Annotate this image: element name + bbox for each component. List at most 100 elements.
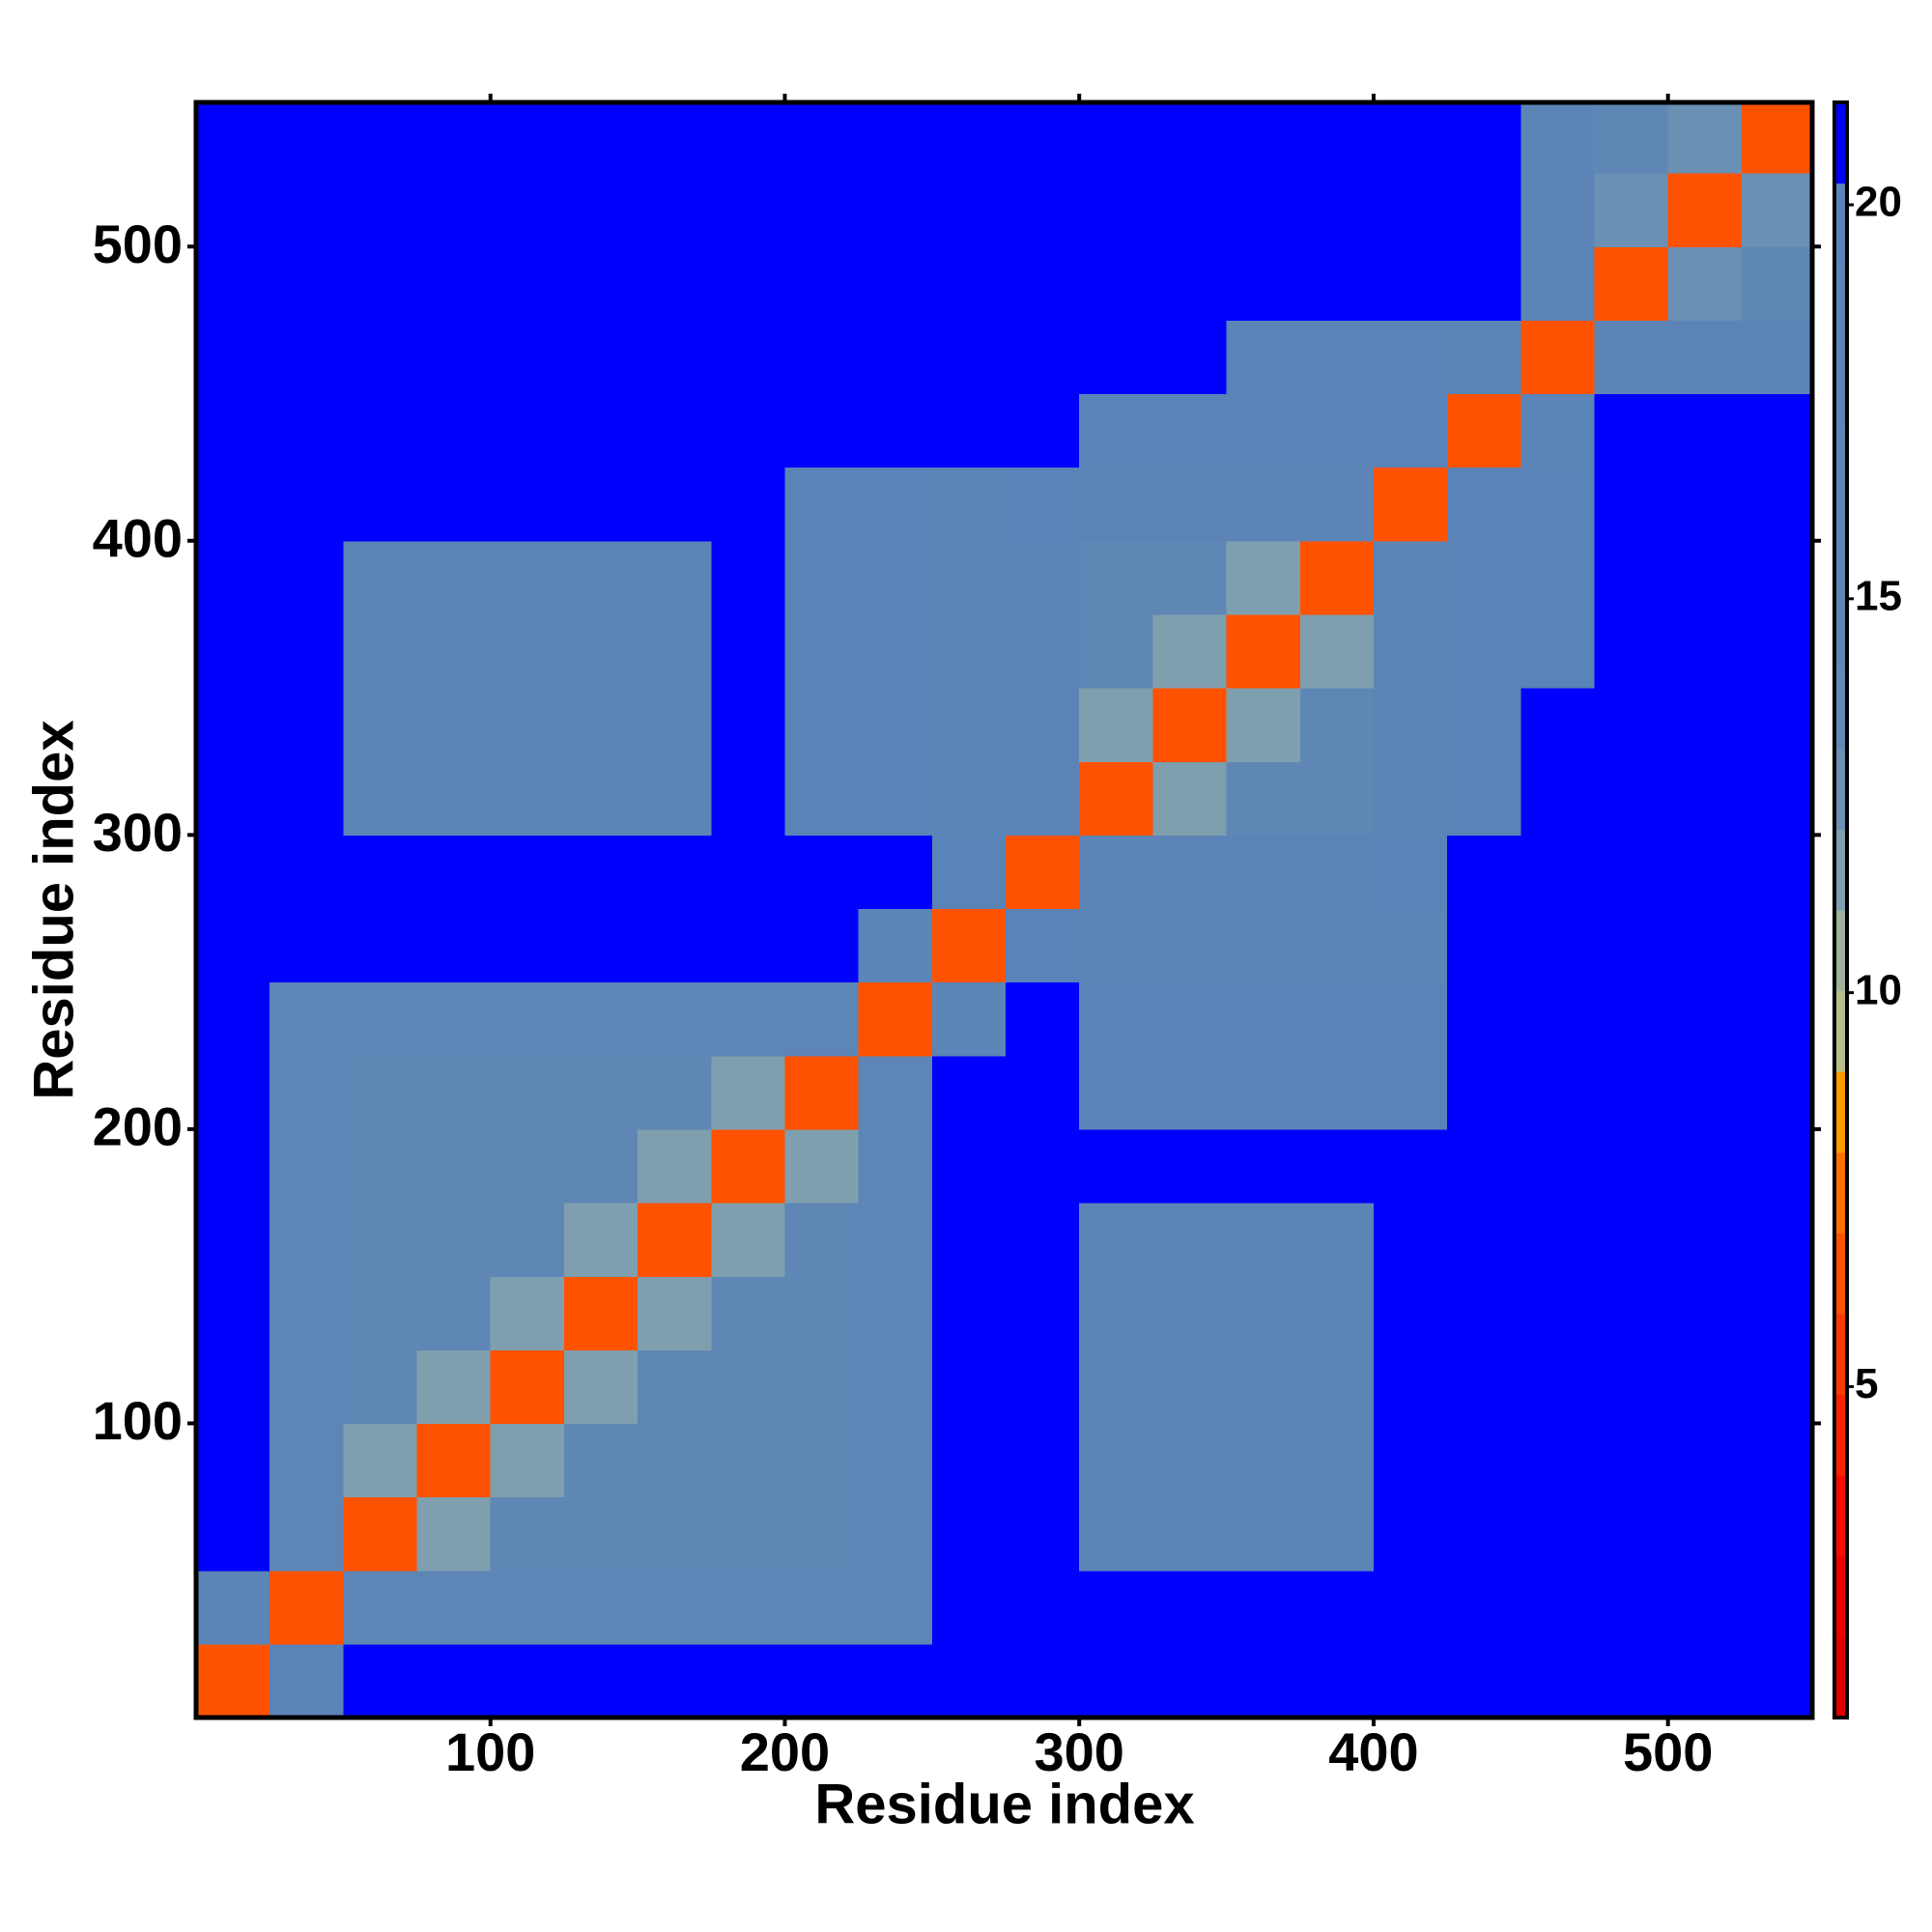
heatmap-cell — [1667, 1643, 1743, 1719]
heatmap-cell — [784, 1350, 860, 1425]
heatmap-cell — [563, 835, 639, 910]
heatmap-cell — [490, 102, 565, 174]
colorbar-segment — [1834, 1636, 1847, 1719]
heatmap-cell — [1226, 467, 1301, 542]
heatmap-cell — [563, 173, 639, 247]
heatmap-cell — [1667, 835, 1743, 910]
heatmap-cell — [784, 688, 860, 762]
heatmap-cell — [1741, 981, 1813, 1057]
heatmap-cell — [711, 1055, 786, 1130]
heatmap-cell — [1741, 246, 1813, 321]
heatmap-cell — [416, 1276, 492, 1350]
heatmap-cell — [784, 1128, 860, 1204]
heatmap-cell — [270, 761, 344, 836]
heatmap-cell — [931, 1203, 1007, 1277]
heatmap-cell — [858, 835, 933, 910]
heatmap-cell — [711, 835, 786, 910]
colorbar-segment — [1834, 668, 1847, 750]
heatmap-cell — [1373, 173, 1448, 247]
heatmap-cell — [196, 173, 270, 247]
heatmap-cell — [490, 1423, 565, 1498]
heatmap-cell — [196, 908, 270, 983]
heatmap-cell — [858, 1055, 933, 1130]
heatmap-cell — [196, 540, 270, 615]
heatmap-cell — [490, 1570, 565, 1645]
heatmap-cell — [1373, 102, 1448, 174]
heatmap-cell — [1226, 761, 1301, 836]
heatmap-cell — [196, 835, 270, 910]
heatmap-cell — [1447, 688, 1521, 762]
heatmap-cell — [1667, 173, 1743, 247]
heatmap-cell — [1079, 1055, 1153, 1130]
heatmap-cell — [1594, 540, 1669, 615]
heatmap-cell — [858, 908, 933, 983]
heatmap-cell — [1226, 1496, 1301, 1572]
heatmap-cell — [563, 1496, 639, 1572]
heatmap-cell — [1079, 320, 1153, 395]
heatmap-cell — [638, 1423, 712, 1498]
heatmap-cell — [1373, 1496, 1448, 1572]
heatmap-cell — [1299, 1276, 1375, 1350]
heatmap-cell — [711, 1128, 786, 1204]
heatmap-cell — [711, 1496, 786, 1572]
heatmap-cell — [1520, 1643, 1596, 1719]
heatmap-cell — [1373, 1350, 1448, 1425]
heatmap-cell — [1299, 1203, 1375, 1277]
heatmap-cell — [1520, 835, 1596, 910]
heatmap-cell — [711, 393, 786, 469]
heatmap-cell — [784, 908, 860, 983]
heatmap-cell — [1226, 320, 1301, 395]
heatmap-cell — [858, 393, 933, 469]
heatmap-cell — [784, 320, 860, 395]
heatmap-cell — [1226, 246, 1301, 321]
heatmap-cell — [196, 246, 270, 321]
heatmap-cell — [1520, 1496, 1596, 1572]
colorbar-segment — [1834, 910, 1847, 992]
heatmap-cell — [416, 835, 492, 910]
heatmap-cell — [563, 1350, 639, 1425]
heatmap-cell — [711, 1643, 786, 1719]
heatmap-cell — [490, 173, 565, 247]
heatmap-cell — [416, 1496, 492, 1572]
heatmap-cell — [1520, 393, 1596, 469]
heatmap-cell — [1594, 467, 1669, 542]
heatmap-cell — [1594, 1496, 1669, 1572]
heatmap-cell — [1520, 467, 1596, 542]
heatmap-cell — [1667, 981, 1743, 1057]
colorbar-segment — [1834, 990, 1847, 1072]
heatmap-cell — [784, 1203, 860, 1277]
heatmap-cell — [563, 102, 639, 174]
heatmap-cell — [490, 320, 565, 395]
heatmap-cell — [563, 540, 639, 615]
heatmap-cell — [1373, 1423, 1448, 1498]
colorbar-segment — [1834, 425, 1847, 507]
heatmap-cell — [1447, 908, 1521, 983]
heatmap-cell — [1373, 1203, 1448, 1277]
heatmap-cell — [1667, 1276, 1743, 1350]
heatmap-cell — [638, 1643, 712, 1719]
heatmap-cell — [931, 393, 1007, 469]
heatmap-cell — [1667, 1055, 1743, 1130]
heatmap-cell — [1006, 1570, 1080, 1645]
colorbar-segment — [1834, 1314, 1847, 1396]
heatmap-cell — [1152, 1055, 1228, 1130]
x-tick-label: 200 — [740, 1721, 830, 1782]
y-tick-label: 500 — [93, 213, 183, 274]
heatmap-cell — [1006, 320, 1080, 395]
heatmap-cell — [270, 1643, 344, 1719]
heatmap-cell — [1006, 908, 1080, 983]
heatmap-cell — [490, 908, 565, 983]
heatmap-cell — [1667, 1350, 1743, 1425]
heatmap-cell — [1226, 1128, 1301, 1204]
heatmap-cell — [1520, 688, 1596, 762]
heatmap-cell — [1447, 1423, 1521, 1498]
heatmap-cell — [1667, 1496, 1743, 1572]
heatmap-cell — [1006, 835, 1080, 910]
heatmap-cell — [416, 1055, 492, 1130]
heatmap-cell — [931, 1643, 1007, 1719]
heatmap-cell — [416, 320, 492, 395]
heatmap-cell — [196, 1055, 270, 1130]
heatmap-cell — [638, 246, 712, 321]
heatmap-cell — [1594, 1055, 1669, 1130]
heatmap-cell — [1520, 1423, 1596, 1498]
